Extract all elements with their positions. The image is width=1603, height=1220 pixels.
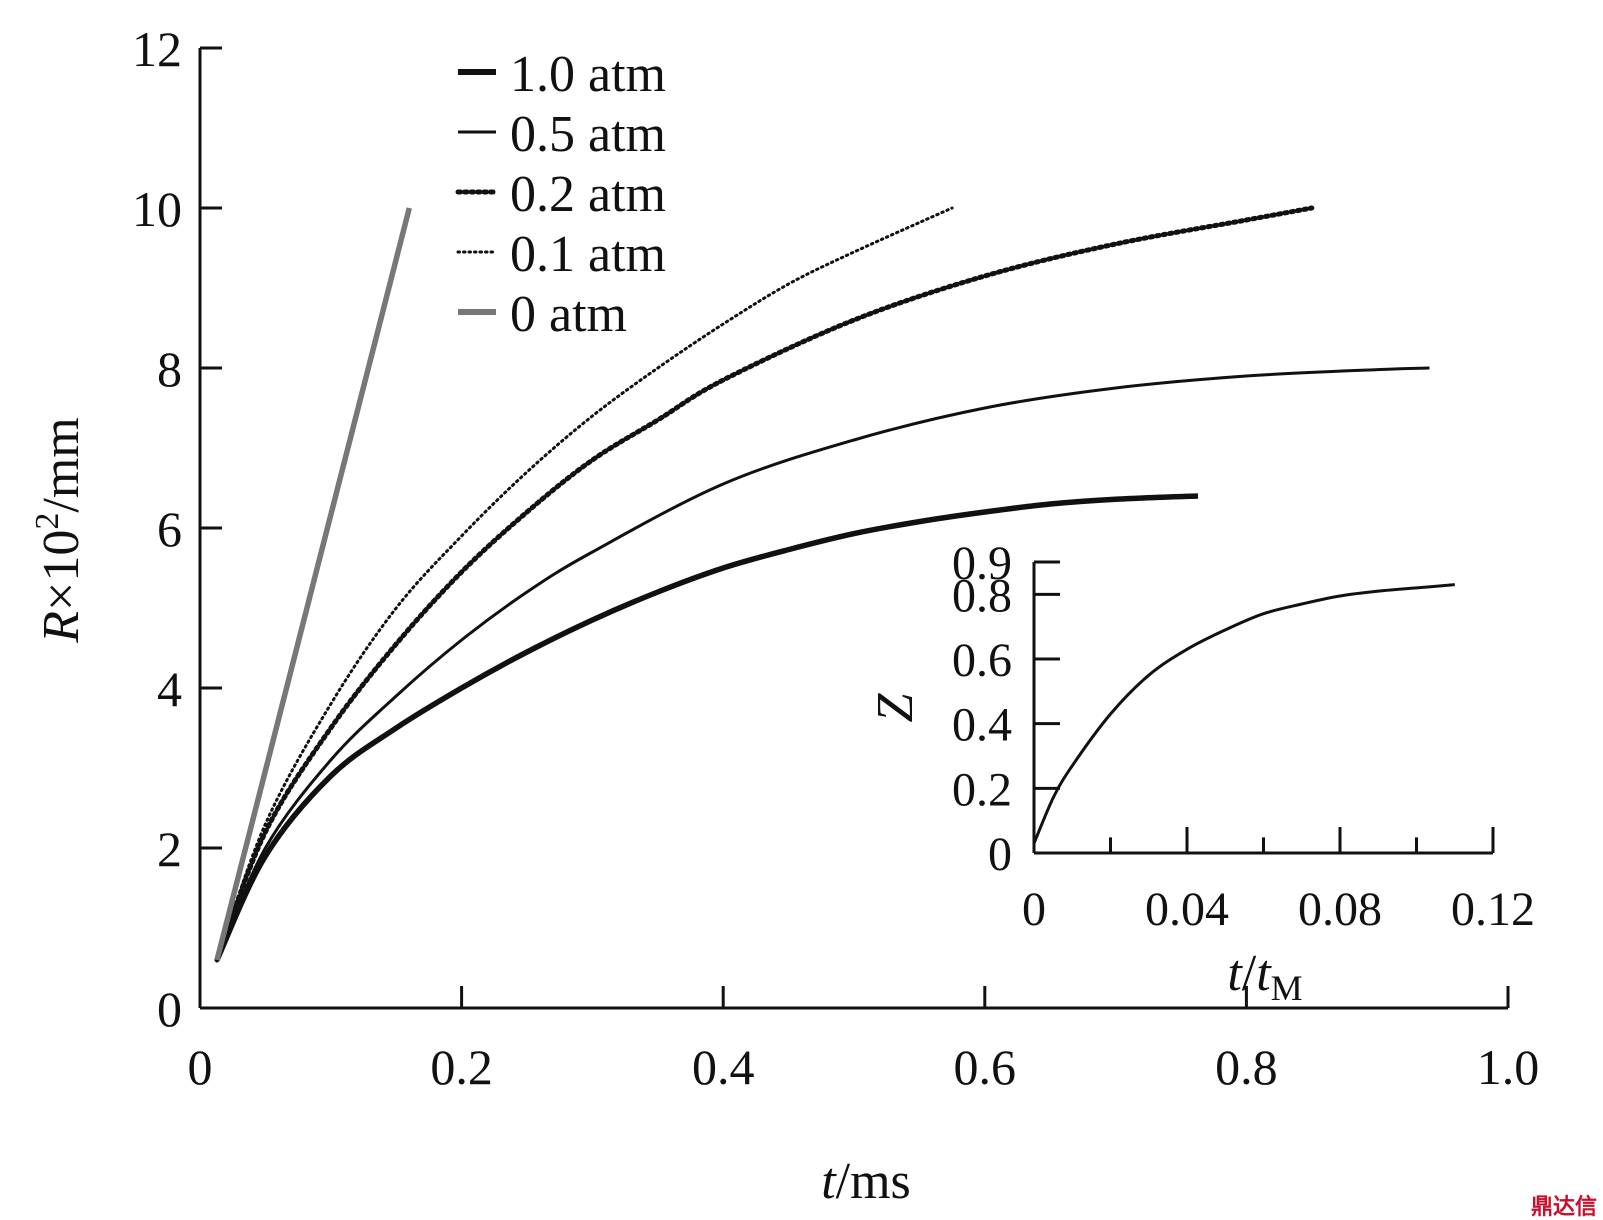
legend-label-0-1-atm: 0.1 atm <box>510 226 666 283</box>
inset-chart: 0 0.04 0.08 0.12 0 0.2 0.4 0.6 0.80.9 t/tM Z <box>867 537 1535 1008</box>
main-y-tick-label: 0 <box>157 981 182 1037</box>
y-axis-label: R×102/mm <box>29 417 90 643</box>
main-x-tick-label: 0.4 <box>692 1039 755 1095</box>
main-x-tick-label: 0.6 <box>954 1039 1017 1095</box>
main-axes: 0 0.2 0.4 0.6 0.8 1.0 0 2 4 6 8 10 12 <box>132 21 1539 1095</box>
inset-x-tick-label: 0.08 <box>1298 883 1382 936</box>
inset-y-tick-label: 0.2 <box>952 763 1012 816</box>
inset-x-axis-label: t/tM <box>1227 945 1302 1008</box>
main-y-tick-label: 4 <box>157 661 182 717</box>
inset-y-tick-label: 0.6 <box>952 634 1012 687</box>
inset-x-tick-label: 0 <box>1022 883 1046 936</box>
main-series-line-0-2-atm <box>214 205 1315 963</box>
main-x-tick-label: 0.8 <box>1215 1039 1278 1095</box>
inset-x-tick-label: 0.12 <box>1451 883 1535 936</box>
main-x-tick-label: 0 <box>188 1039 213 1095</box>
main-y-tick-label: 2 <box>157 821 182 877</box>
main-series-line-0-atm <box>214 207 412 961</box>
main-y-tick-label: 10 <box>132 181 182 237</box>
legend-label-0-5-atm: 0.5 atm <box>510 106 666 163</box>
legend-label-0-2-atm: 0.2 atm <box>510 166 666 223</box>
inset-series-line-0 <box>1032 583 1455 844</box>
main-x-tick-label: 1.0 <box>1477 1039 1540 1095</box>
watermark: 鼎达信 <box>1531 1194 1597 1220</box>
legend-label-0-atm: 0 atm <box>510 286 627 343</box>
inset-y-tick-label: 0.4 <box>952 699 1012 752</box>
main-y-tick-label: 12 <box>132 21 182 77</box>
main-series-group <box>214 205 1430 963</box>
inset-y-tick-label: 0.8 <box>952 569 1012 622</box>
inset-y-axis-label: Z <box>867 692 924 722</box>
main-series-line-0-1-atm <box>215 206 954 962</box>
legend-label-1-0-atm: 1.0 atm <box>510 46 666 103</box>
inset-series-group <box>1032 583 1455 844</box>
main-series-line-0-5-atm <box>215 366 1430 961</box>
inset-y-tick-label: 0.9 <box>952 537 1012 590</box>
inset-axes: 0 0.04 0.08 0.12 0 0.2 0.4 0.6 0.80.9 <box>952 537 1535 936</box>
legend: 1.0 atm 0.5 atm 0.2 atm 0.1 atm 0 atm <box>455 46 666 343</box>
inset-x-tick-label: 0.04 <box>1145 883 1229 936</box>
x-axis-label: t/ms <box>821 1153 911 1210</box>
inset-y-tick-label: 0 <box>988 828 1012 881</box>
main-chart: 0 0.2 0.4 0.6 0.8 1.0 0 2 4 6 8 10 12 t/ms R×102/mm <box>29 21 1539 1210</box>
main-x-tick-label: 0.2 <box>430 1039 493 1095</box>
main-y-tick-label: 8 <box>157 341 182 397</box>
main-y-tick-label: 6 <box>157 501 182 557</box>
main-series-line-1-0-atm <box>214 493 1199 962</box>
